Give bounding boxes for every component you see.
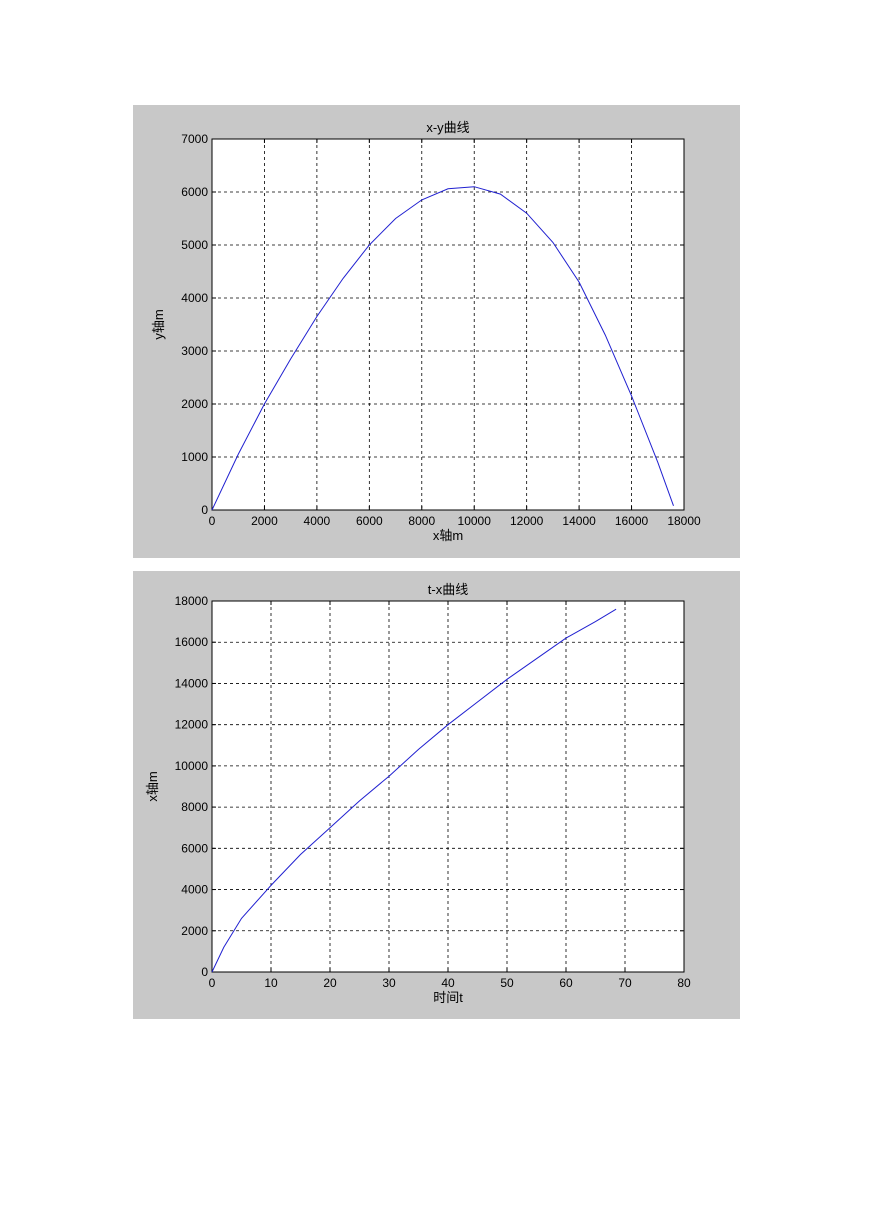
y-tick-label: 16000 xyxy=(175,635,209,649)
tx-chart: 0 10 20 30 40 50 60 70 80 0 2000 4000 6000 8000 10000 1… xyxy=(145,582,691,1005)
x-tick-label: 2000 xyxy=(251,514,278,528)
plot-area xyxy=(211,138,685,511)
x-tick-label: 4000 xyxy=(304,514,331,528)
chart-title: t-x曲线 xyxy=(428,582,468,597)
x-axis-label: 时间t xyxy=(433,990,463,1005)
x-tick-label: 8000 xyxy=(408,514,435,528)
xy-chart: 0 2000 4000 6000 8000 10000 12000 14000 16000 180… xyxy=(151,120,701,543)
x-tick-label: 10 xyxy=(264,976,278,990)
y-tick-label: 7000 xyxy=(181,132,208,146)
chart-title: x-y曲线 xyxy=(426,120,469,135)
x-tick-label: 50 xyxy=(500,976,514,990)
x-tick-label: 6000 xyxy=(356,514,383,528)
y-tick-label: 5000 xyxy=(181,238,208,252)
series-line xyxy=(211,608,617,973)
y-tick-label: 1000 xyxy=(181,450,208,464)
y-tick-label: 8000 xyxy=(181,800,208,814)
y-tick-label: 14000 xyxy=(175,676,209,690)
y-tick-label: 2000 xyxy=(181,924,208,938)
x-tick-label: 10000 xyxy=(458,514,492,528)
y-tick-label: 4000 xyxy=(181,291,208,305)
x-tick-label: 16000 xyxy=(615,514,649,528)
y-tick-label: 0 xyxy=(201,965,208,979)
x-tick-label: 30 xyxy=(382,976,396,990)
x-axis-label: x轴m xyxy=(433,528,463,543)
y-tick-label: 4000 xyxy=(181,883,208,897)
y-tick-label: 6000 xyxy=(181,185,208,199)
xy-figure: 0 2000 4000 6000 8000 10000 12000 14000 16000 180… xyxy=(133,105,740,558)
x-tick-label: 14000 xyxy=(562,514,596,528)
series-line xyxy=(211,186,674,511)
y-axis-label: y轴m xyxy=(151,309,166,339)
x-tick-label: 40 xyxy=(441,976,455,990)
y-tick-label: 10000 xyxy=(175,759,209,773)
tx-figure: 0 10 20 30 40 50 60 70 80 0 2000 4000 6000 8000 10000 1… xyxy=(133,571,740,1019)
y-axis-label: x轴m xyxy=(145,771,160,801)
x-tick-label: 0 xyxy=(209,976,216,990)
y-tick-label: 6000 xyxy=(181,841,208,855)
x-tick-label: 0 xyxy=(209,514,216,528)
x-tick-label: 60 xyxy=(559,976,573,990)
x-tick-label: 70 xyxy=(618,976,632,990)
y-tick-label: 3000 xyxy=(181,344,208,358)
y-tick-label: 18000 xyxy=(175,594,209,608)
y-tick-label: 0 xyxy=(201,503,208,517)
x-tick-label: 18000 xyxy=(667,514,701,528)
x-tick-label: 20 xyxy=(323,976,337,990)
x-tick-label: 12000 xyxy=(510,514,544,528)
x-tick-label: 80 xyxy=(677,976,691,990)
y-tick-label: 2000 xyxy=(181,397,208,411)
y-tick-label: 12000 xyxy=(175,718,209,732)
